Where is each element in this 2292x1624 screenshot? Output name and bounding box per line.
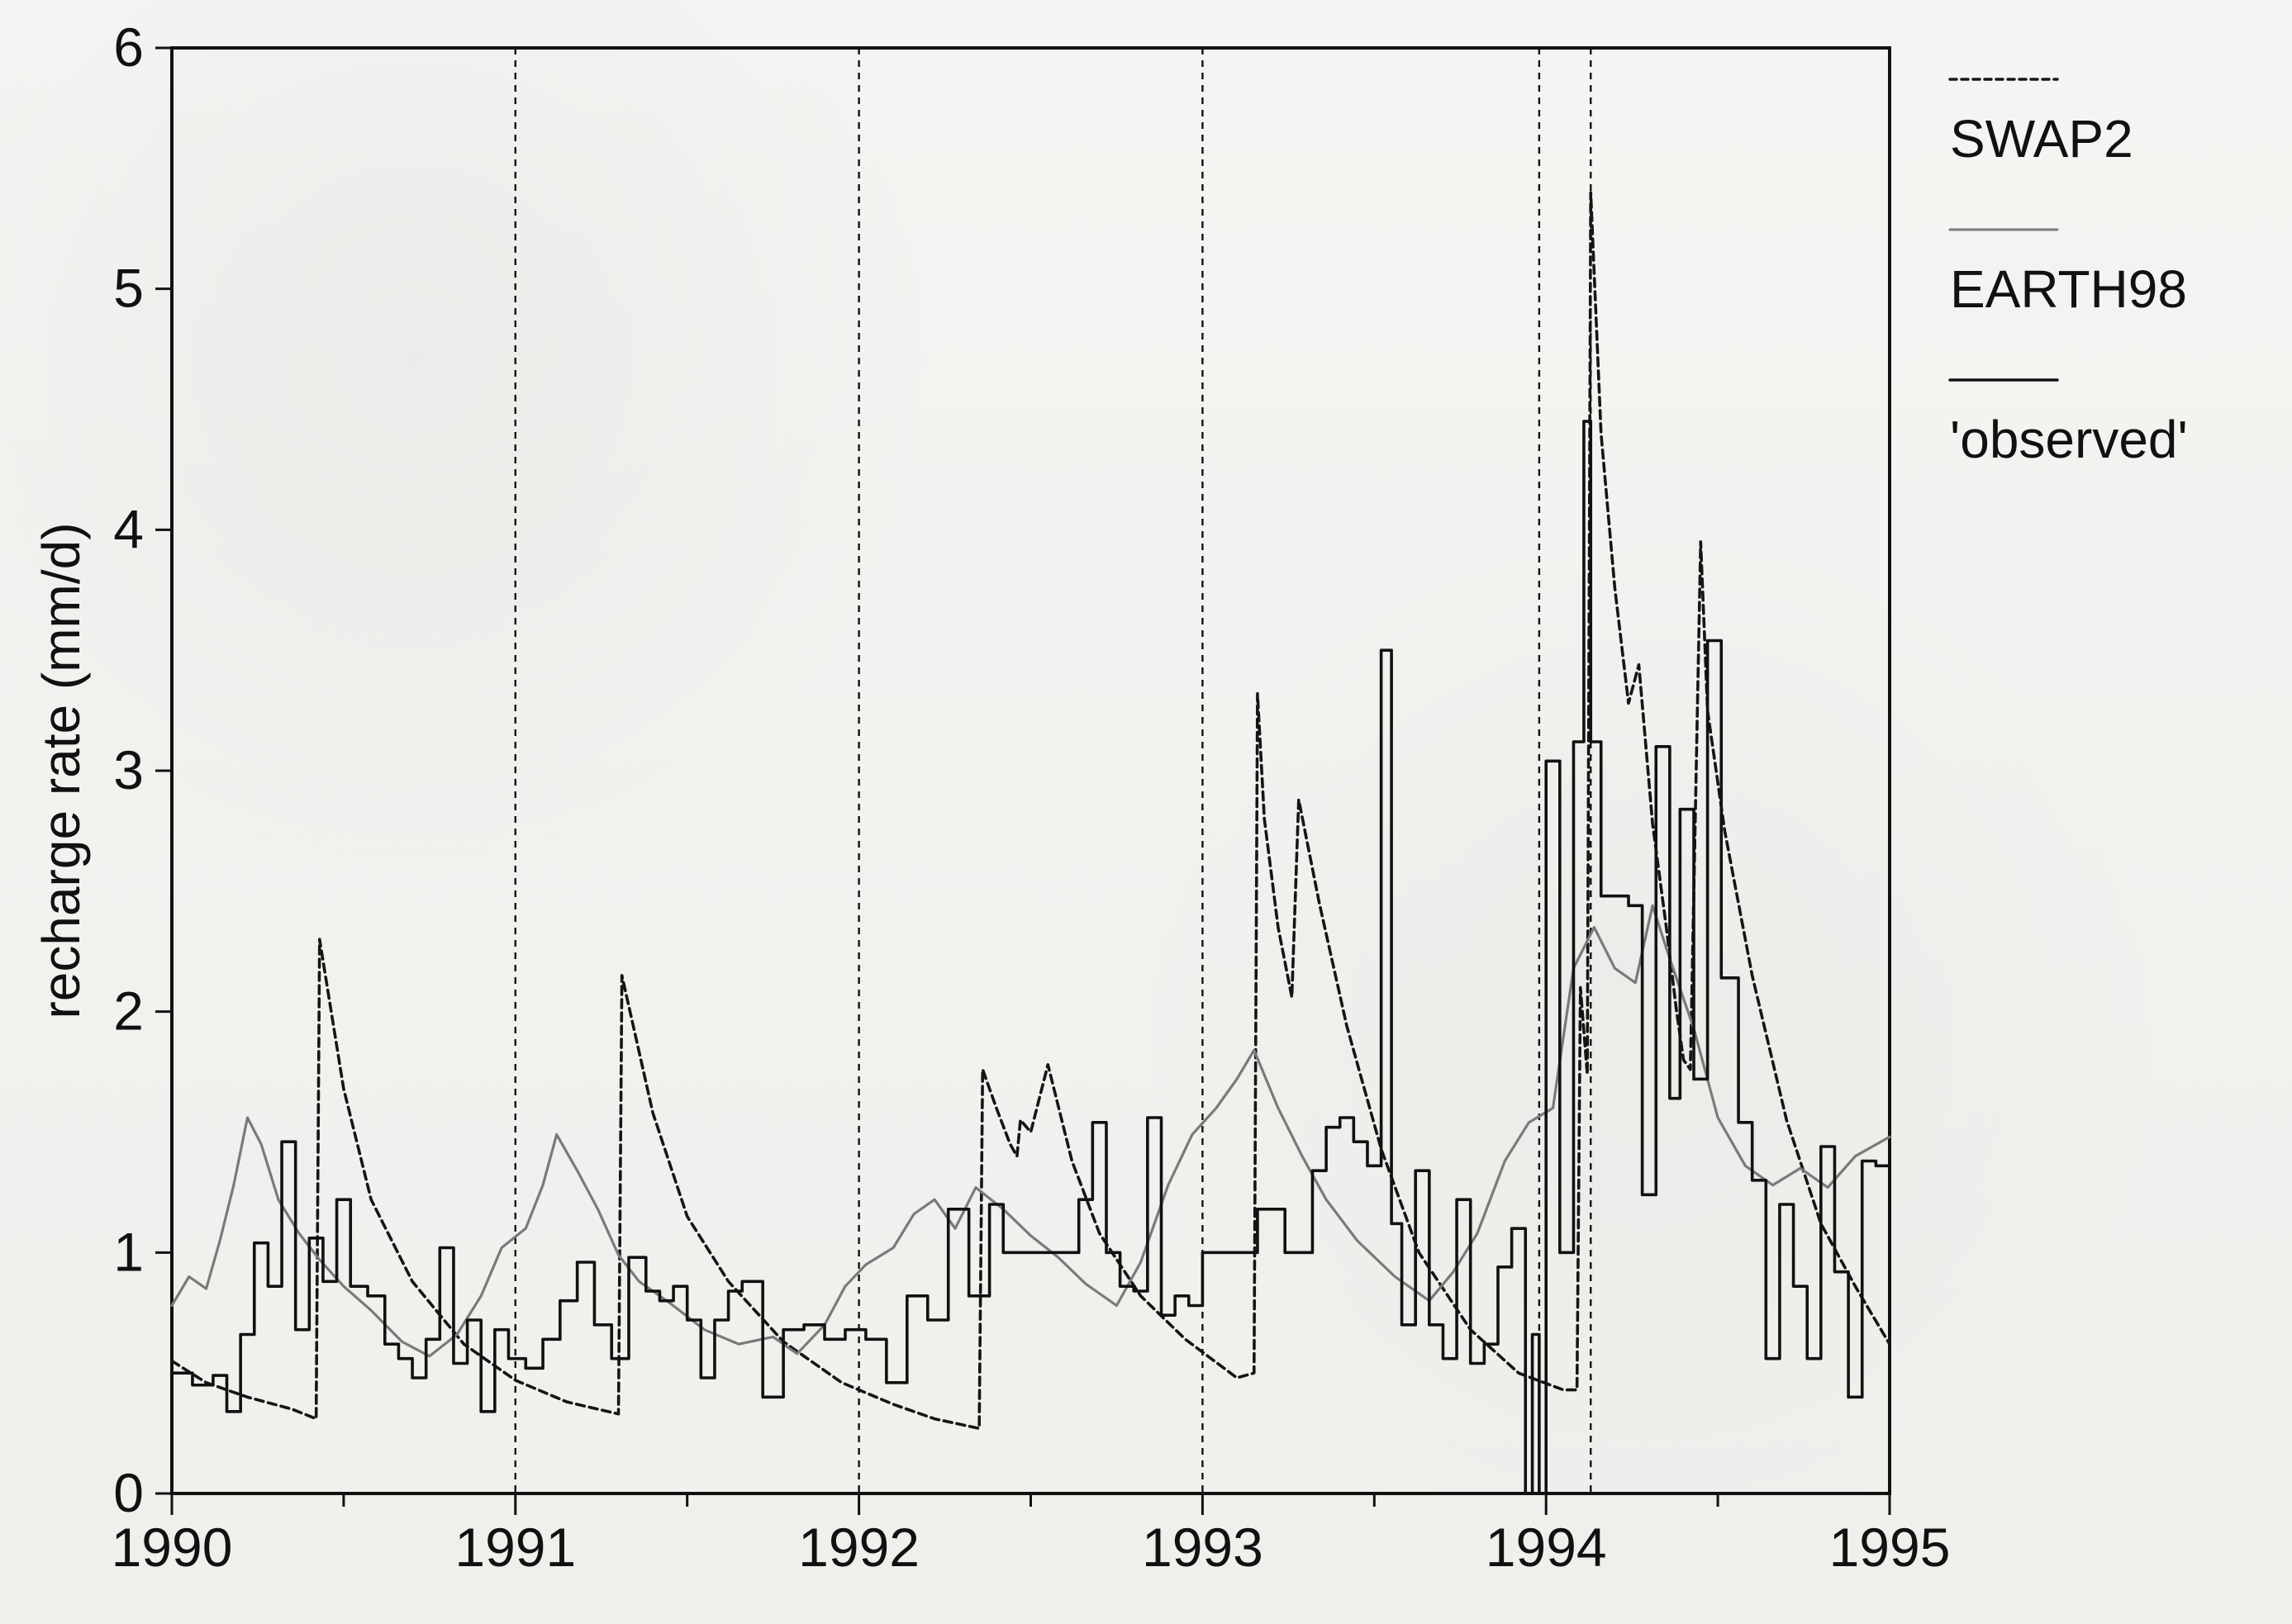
x-tick-label: 1990 bbox=[112, 1517, 233, 1578]
x-tick-label: 1994 bbox=[1486, 1517, 1607, 1578]
legend-label-1: EARTH98 bbox=[1950, 259, 2187, 319]
axes-layer: 1990 1991 1992 1993 1994 1995 0 1 2 3 4 5 6 recharge … bbox=[31, 17, 1950, 1578]
plot-area-frame bbox=[170, 46, 1891, 1495]
y-tick-label: 2 bbox=[113, 981, 144, 1042]
legend-layer: SWAP2 EARTH98 'observed' bbox=[1948, 78, 2188, 469]
series-2-line bbox=[170, 420, 1891, 1495]
x-tick-label: 1993 bbox=[1142, 1517, 1263, 1578]
series-0-line bbox=[170, 191, 1891, 1431]
y-tick-label: 1 bbox=[113, 1221, 144, 1282]
y-tick-label: 3 bbox=[113, 739, 144, 800]
x-tick-label: 1991 bbox=[454, 1517, 576, 1578]
legend-label-2: 'observed' bbox=[1950, 410, 2188, 469]
x-tick-label: 1992 bbox=[798, 1517, 920, 1578]
series-layer bbox=[170, 191, 1891, 1495]
series-1-line bbox=[170, 904, 1891, 1358]
y-tick-label: 4 bbox=[113, 498, 144, 559]
y-tick-label: 0 bbox=[113, 1462, 144, 1523]
legend-label-0: SWAP2 bbox=[1950, 109, 2133, 169]
y-axis-label: recharge rate (mm/d) bbox=[31, 522, 91, 1019]
y-tick-label: 6 bbox=[113, 17, 144, 78]
x-tick-label: 1995 bbox=[1829, 1517, 1951, 1578]
y-tick-label: 5 bbox=[113, 258, 144, 319]
